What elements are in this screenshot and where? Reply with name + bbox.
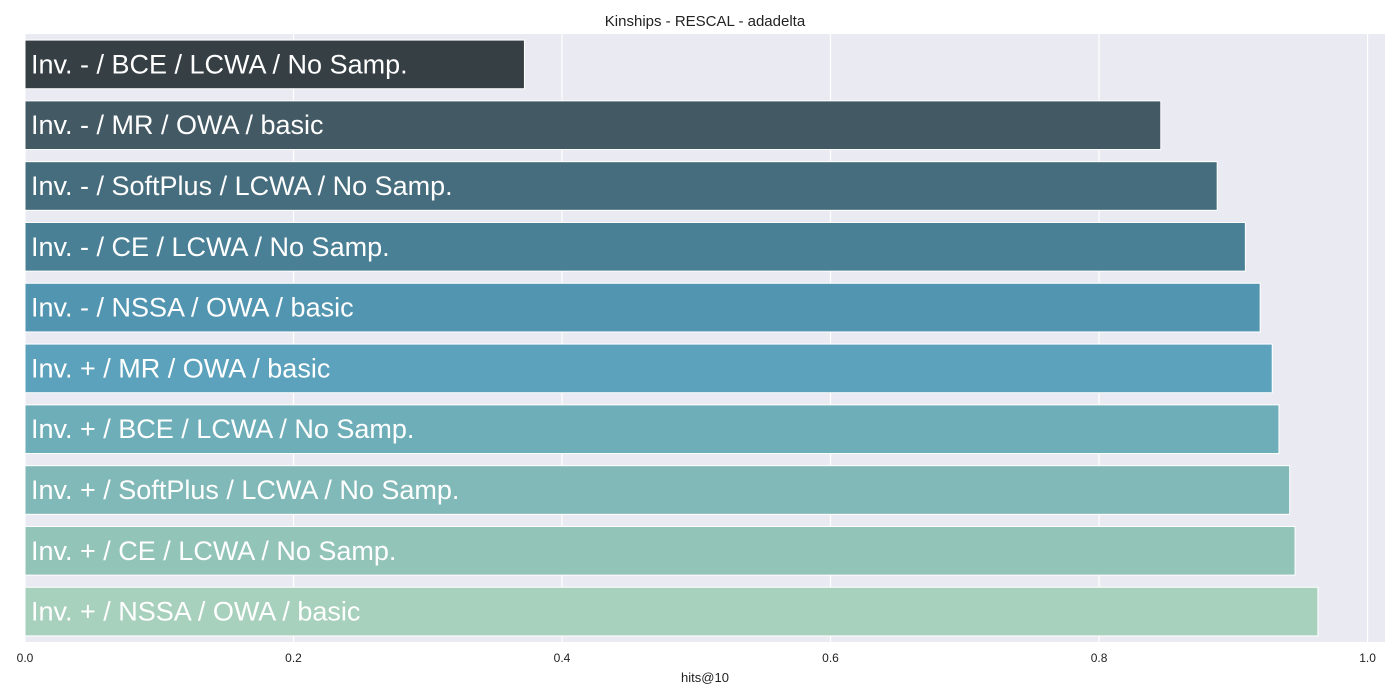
bar: [24, 465, 1291, 515]
x-tick-label: 0.8: [1091, 651, 1108, 665]
x-tick-label: 0.6: [822, 651, 839, 665]
x-tick-label: 0.2: [285, 651, 302, 665]
bar-label: Inv. + / NSSA / OWA / basic: [31, 597, 360, 627]
chart-title: Kinships - RESCAL - adadelta: [605, 13, 806, 30]
bar-label: Inv. + / BCE / LCWA / No Samp.: [31, 414, 414, 444]
bar: [24, 586, 1319, 637]
bar-label: Inv. - / MR / OWA / basic: [31, 110, 324, 140]
bar: [24, 282, 1261, 333]
x-axis-label: hits@10: [681, 670, 729, 685]
bar: [24, 100, 1162, 151]
bar-label: Inv. + / MR / OWA / basic: [31, 353, 330, 383]
bar: [24, 221, 1246, 272]
bars-group: Inv. - / BCE / LCWA / No Samp. Inv. - / M…: [24, 39, 1319, 637]
x-axis-ticks: 0.0 0.2 0.4 0.6 0.8 1.0: [17, 651, 1377, 665]
bar: [24, 343, 1273, 394]
bar-label: Inv. - / SoftPlus / LCWA / No Samp.: [31, 171, 453, 201]
bar: [24, 404, 1280, 455]
bar-label: Inv. - / BCE / LCWA / No Samp.: [31, 49, 408, 79]
bar-label: Inv. + / CE / LCWA / No Samp.: [31, 536, 396, 566]
bar: [24, 39, 525, 90]
x-tick-label: 1.0: [1359, 651, 1376, 665]
bar: [24, 161, 1218, 211]
x-tick-label: 0.0: [17, 651, 34, 665]
bar-label: Inv. - / NSSA / OWA / basic: [31, 293, 354, 323]
bar: [24, 525, 1296, 576]
bar-label: Inv. - / CE / LCWA / No Samp.: [31, 232, 390, 262]
bar-label: Inv. + / SoftPlus / LCWA / No Samp.: [31, 475, 459, 505]
x-tick-label: 0.4: [554, 651, 571, 665]
